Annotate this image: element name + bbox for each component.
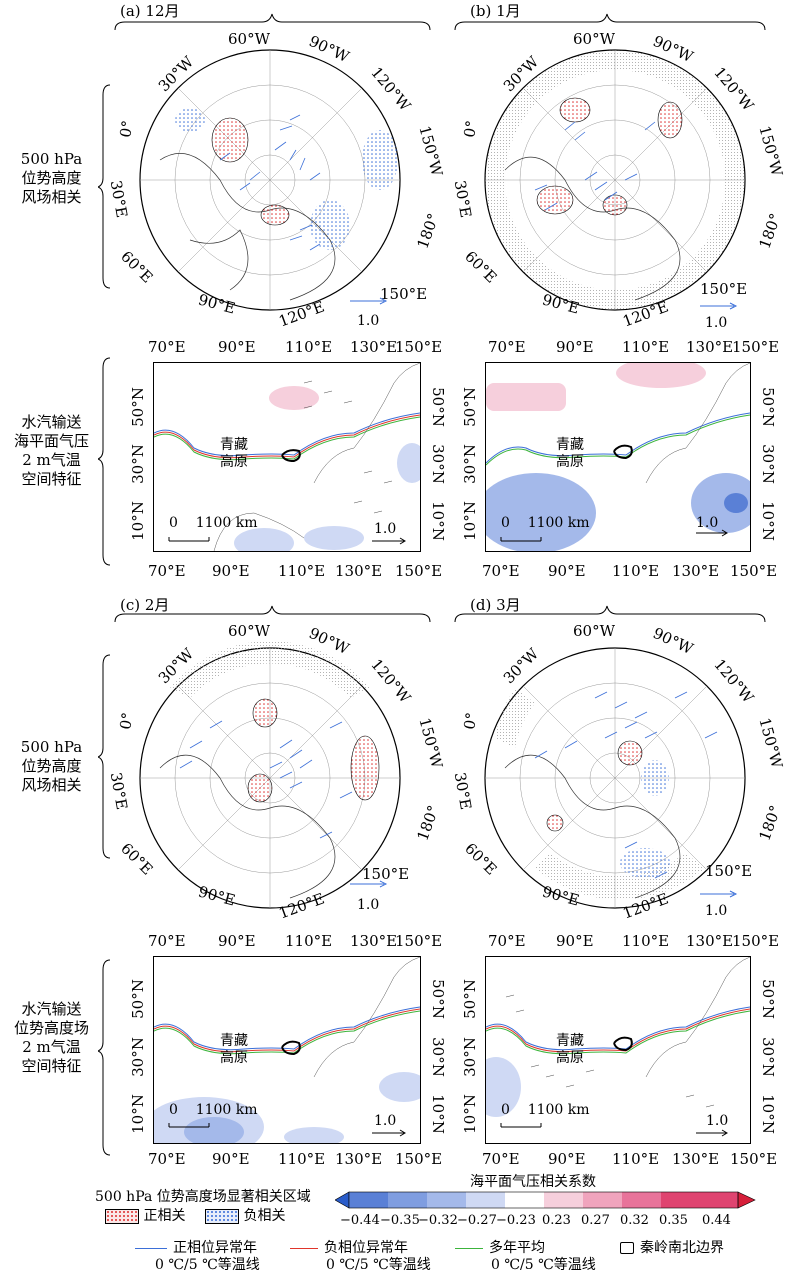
pos-corr-swatch [105, 1208, 139, 1224]
polar-c-lab-150e: 150°E [362, 865, 410, 883]
scale-bar-2a: 0 1100 km [169, 515, 258, 531]
row-label-2: 水汽输送 海平面气压 2 m气温 空间特征 [13, 413, 89, 488]
vector-ref-4b: 1.0 [706, 1113, 729, 1129]
polar-c-vector-ref: 1.0 [357, 897, 380, 913]
row-label-4: 水汽输送 位势高度场 2 m气温 空间特征 [13, 1000, 89, 1075]
plateau-label-4a: 青藏 高原 [220, 1033, 248, 1066]
qinling-swatch [620, 1242, 634, 1254]
row-label-3: 500 hPa 位势高度 风场相关 [20, 738, 83, 794]
polar-a-lab-150e: 150°E [380, 285, 428, 303]
polar-d-lab-150e: 150°E [705, 862, 753, 880]
column-braces [114, 13, 766, 623]
legend-line-mean: 多年平均 0 ℃/5 ℃等温线 [455, 1240, 596, 1274]
vector-ref-4a: 1.0 [374, 1113, 397, 1129]
polar-d-lab-30e: 30°E [450, 770, 475, 812]
polar-d-lab-0: 0° [460, 711, 481, 731]
plateau-label-4b: 青藏 高原 [556, 1033, 584, 1066]
vector-ref-2a: 1.0 [374, 521, 397, 537]
scale-bar-4a: 0 1100 km [169, 1102, 258, 1118]
scale-bar-2b: 0 1100 km [501, 515, 590, 531]
panel-title-a: (a) 12月 [120, 2, 180, 20]
polar-c-lab-60w: 60°W [228, 622, 271, 640]
legend-qinling: 秦岭南北边界 [620, 1240, 724, 1257]
polar-d-lab-60w: 60°W [573, 622, 616, 640]
polar-map-a [139, 49, 401, 311]
polar-b-vector-ref: 1.0 [705, 315, 728, 331]
polar-b-lab-0: 0° [460, 119, 481, 139]
polar-a-lab-60w: 60°W [228, 30, 271, 48]
polar-c-vector-ref-arrow [350, 880, 388, 888]
polar-d-vector-ref: 1.0 [705, 903, 728, 919]
polar-map-b [484, 49, 746, 311]
region-map-2b: 青藏 高原 0 1100 km 1.0 [485, 362, 751, 552]
polar-a-vector-ref: 1.0 [357, 313, 380, 329]
polar-a-lab-0: 0° [116, 119, 137, 139]
panel-title-d: (d) 3月 [470, 596, 521, 614]
row-braces [98, 84, 111, 1156]
plateau-label-2b: 青藏 高原 [556, 437, 584, 470]
plateau-label-2a: 青藏 高原 [220, 437, 248, 470]
legend-line-pos: 正相位异常年 0 ℃/5 ℃等温线 [135, 1240, 260, 1274]
legend-neg-corr: 负相关 [205, 1208, 285, 1225]
slp-colorbar [335, 1191, 756, 1209]
polar-c-lab-0: 0° [116, 711, 137, 731]
neg-line-swatch [290, 1247, 318, 1249]
panel-title-b: (b) 1月 [470, 2, 521, 20]
mean-line-swatch [455, 1247, 483, 1249]
polar-map-c [139, 641, 401, 909]
region-map-4b: 青藏 高原 0 1100 km 1.0 [485, 956, 751, 1144]
polar-b-lab-150e: 150°E [700, 280, 748, 298]
region-map-4a: 青藏 高原 0 1100 km 1.0 [153, 956, 421, 1144]
panel-title-c: (c) 2月 [120, 596, 170, 614]
region-map-2a: 青藏 高原 0 1100 km 1.0 [153, 362, 421, 552]
vector-ref-2b: 1.0 [696, 515, 719, 531]
row-label-1: 500 hPa 位势高度 风场相关 [20, 150, 83, 206]
legend-slp-title: 海平面气压相关系数 [470, 1174, 596, 1190]
polar-a-vector-ref-arrow [350, 297, 388, 305]
legend-hgt-title: 500 hPa 位势高度场显著相关区域 [95, 1189, 311, 1205]
polar-b-vector-ref-arrow [700, 302, 738, 310]
polar-d-vector-ref-arrow [700, 890, 738, 898]
polar-map-d [484, 647, 746, 909]
legend-pos-corr: 正相关 [105, 1208, 185, 1225]
pos-line-swatch [135, 1247, 167, 1249]
polar-b-lab-60w: 60°W [573, 30, 616, 48]
scale-bar-4b: 0 1100 km [501, 1102, 590, 1118]
neg-corr-swatch [205, 1208, 239, 1224]
legend-line-neg: 负相位异常年 0 ℃/5 ℃等温线 [290, 1240, 431, 1274]
